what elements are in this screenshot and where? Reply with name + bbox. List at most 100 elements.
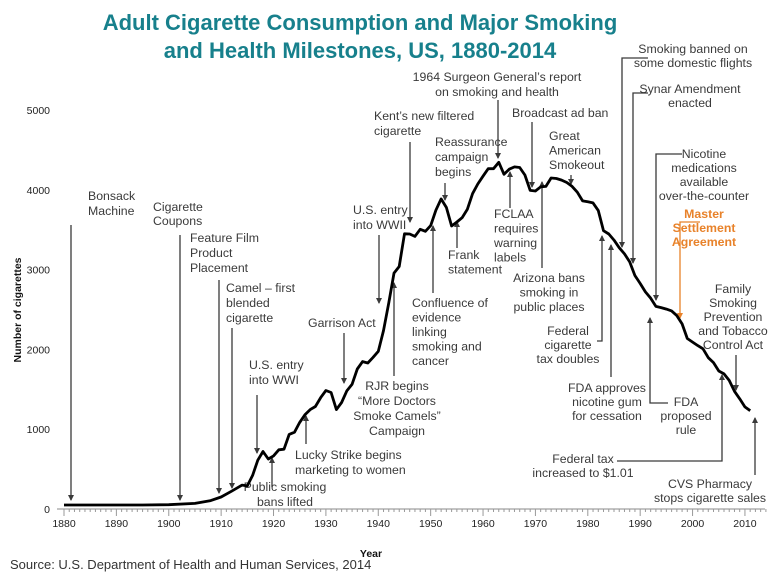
- annotation: U.S. entry into WWI: [249, 358, 305, 454]
- annotation-line: Smoking: [709, 296, 757, 310]
- annotation-line: 1964 Surgeon General’s report: [413, 70, 582, 84]
- annotation-line: Arizona bans: [513, 271, 585, 285]
- annotation-line: Prevention: [704, 310, 763, 324]
- annotation-label: Lucky Strike begins marketing to women: [295, 448, 406, 477]
- annotation: 1964 Surgeon General’s report on smoking …: [413, 70, 582, 159]
- x-tick-label: 1970: [524, 518, 548, 530]
- chart-title-line-1: Adult Cigarette Consumption and Major Sm…: [103, 10, 618, 35]
- annotation-label: FDA approves nicotine gum for cessation: [568, 381, 646, 423]
- annotation-line: public places: [513, 300, 584, 314]
- annotation-label: Reassurance campaign begins: [435, 135, 508, 179]
- annotation-line: Smokeout: [549, 158, 605, 172]
- annotation-line: cigarette: [226, 311, 273, 325]
- y-tick-label: 1000: [27, 424, 51, 436]
- annotation-line: FDA: [674, 395, 699, 409]
- chart-title-line-2: and Health Milestones, US, 1880-2014: [164, 38, 557, 63]
- annotation-line: some domestic flights: [634, 56, 752, 70]
- annotation-line: marketing to women: [295, 463, 406, 477]
- annotation: Broadcast ad ban: [512, 106, 609, 188]
- annotation-line: Reassurance: [435, 135, 508, 149]
- annotation-line: Cigarette: [153, 200, 203, 214]
- annotation: Smoking banned on some domestic flights: [619, 42, 752, 248]
- annotation-line: Smoke Camels”: [353, 409, 440, 423]
- annotation-line: for cessation: [572, 409, 642, 423]
- annotation-arrow: [617, 374, 725, 462]
- annotation-line: cigarette: [544, 338, 591, 352]
- annotation: Kent’s new filtered cigarette: [374, 109, 474, 223]
- annotation-line: Agreement: [672, 235, 736, 249]
- annotation-line: evidence: [412, 311, 461, 325]
- annotation-line: Federal tax: [552, 452, 614, 466]
- annotation-line: Campaign: [369, 424, 425, 438]
- annotation-line: begins: [435, 165, 471, 179]
- annotation-label: Public smoking bans lifted: [244, 480, 327, 509]
- annotation-line: Kent’s new filtered: [374, 109, 474, 123]
- annotation: FDA approves nicotine gum for cessation: [568, 244, 646, 423]
- annotation-line: Placement: [190, 261, 249, 275]
- annotation: Federal cigarette tax doubles: [537, 235, 605, 366]
- annotation-line: smoking and: [412, 340, 482, 354]
- y-axis-label: Number of cigarettes: [12, 257, 24, 362]
- annotation-line: cancer: [412, 354, 449, 368]
- annotation-line: enacted: [668, 96, 712, 110]
- annotation-line: warning: [493, 236, 537, 250]
- annotation-line: campaign: [435, 150, 488, 164]
- annotation-line: cigarette: [374, 124, 421, 138]
- annotation: Garrison Act: [308, 316, 376, 384]
- annotation-arrow: [647, 317, 668, 404]
- annotation-line: into WWI: [249, 373, 299, 387]
- annotation-label: Garrison Act: [308, 316, 376, 330]
- annotation-arrow: [619, 57, 648, 248]
- annotation-line: Public smoking: [244, 480, 327, 494]
- annotation-line: statement: [448, 263, 503, 277]
- x-tick-label: 1920: [262, 518, 286, 530]
- y-tick-label: 3000: [27, 265, 51, 277]
- annotation-line: Federal: [547, 324, 589, 338]
- annotation-label: Camel – first blended cigarette: [226, 281, 296, 325]
- annotation-arrow: [653, 153, 682, 301]
- annotation-line: RJR begins: [365, 379, 429, 393]
- annotation-line: increased to $1.01: [532, 466, 633, 480]
- annotation-line: CVS Pharmacy: [668, 477, 753, 491]
- annotation-line: and Tobacco: [698, 324, 768, 338]
- annotation-line: FCLAA: [494, 207, 534, 221]
- annotation-label: FDA proposed rule: [660, 395, 711, 437]
- annotation-label: Bonsack Machine: [88, 189, 136, 218]
- annotation: Feature Film Product Placement: [190, 231, 259, 494]
- annotation-line: “More Doctors: [358, 394, 436, 408]
- annotation-label: Frank statement: [448, 248, 503, 277]
- annotation-label: Nicotine medications available over-the-cou…: [659, 147, 749, 203]
- annotation-label: Federal tax increased to $1.01: [532, 452, 633, 480]
- annotation-line: Great: [549, 129, 580, 143]
- annotation-arrow: [677, 221, 700, 319]
- annotation-line: stops cigarette sales: [654, 491, 766, 505]
- annotation-label: U.S. entry into WWII: [353, 203, 409, 232]
- annotation-line: Family: [715, 282, 752, 296]
- annotation-label: Feature Film Product Placement: [190, 231, 259, 275]
- annotation-label: 1964 Surgeon General’s report on smoking …: [413, 70, 582, 99]
- annotation-line: over-the-counter: [659, 189, 749, 203]
- annotation-line: Machine: [88, 204, 135, 218]
- annotation-label: Synar Amendment enacted: [639, 82, 741, 110]
- annotation-arrow: [630, 92, 648, 264]
- annotation: RJR begins “More Doctors Smoke Camels” Camp…: [353, 282, 441, 438]
- annotation-line: smoking in: [520, 286, 579, 300]
- annotation-label: Smoking banned on some domestic flights: [634, 42, 752, 70]
- consumption-line: [64, 160, 752, 507]
- source-note: Source: U.S. Department of Health and Hu…: [10, 557, 371, 572]
- annotation: Confluence of evidence linking smoking and c…: [412, 225, 488, 368]
- x-tick-label: 2000: [681, 518, 705, 530]
- x-tick-label: 1940: [367, 518, 391, 530]
- x-tick-label: 2010: [733, 518, 757, 530]
- annotation: Synar Amendment enacted: [630, 82, 741, 264]
- x-tick-label: 1900: [157, 518, 181, 530]
- annotation-line: proposed: [660, 409, 711, 423]
- annotation-label: Arizona bans smoking in public places: [513, 271, 585, 314]
- annotation-line: Garrison Act: [308, 316, 376, 330]
- x-tick-label: 1990: [629, 518, 653, 530]
- annotation-line: Broadcast ad ban: [512, 106, 609, 120]
- annotation-label: Great American Smokeout: [549, 129, 605, 172]
- x-tick-label: 1890: [105, 518, 129, 530]
- annotation-line: FDA approves: [568, 381, 646, 395]
- annotation-line: bans lifted: [257, 495, 313, 509]
